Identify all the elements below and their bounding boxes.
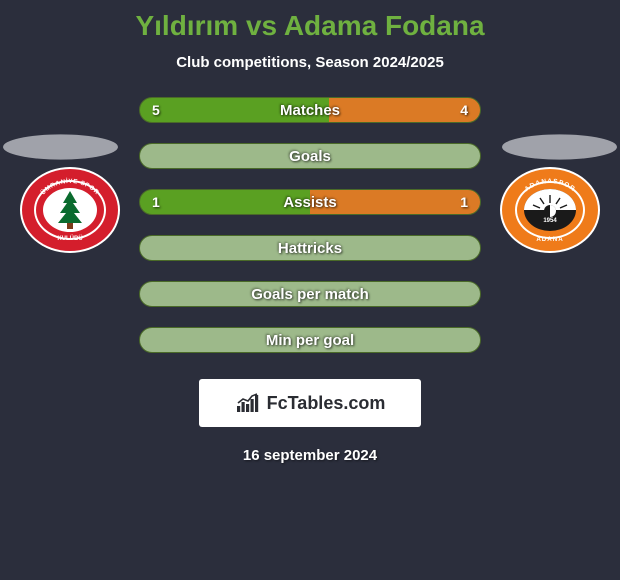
stat-label: Goals: [289, 148, 331, 165]
plate-right: [502, 134, 617, 159]
svg-text:1954: 1954: [543, 218, 557, 224]
adanaspor-badge-icon: 1954 ADANASPOR ADANA: [500, 167, 600, 253]
stat-bar: Goals: [139, 143, 481, 169]
stat-value-left: 1: [152, 194, 160, 210]
comparison-panel: ÜMRANİYE SPOR KULÜBÜ 19 38 19 5: [0, 97, 620, 464]
stat-bar: Matches 5 4: [139, 97, 481, 123]
stat-bar: Hattricks: [139, 235, 481, 261]
fctables-logo-icon: [235, 392, 263, 414]
stat-label: Matches: [280, 102, 340, 119]
team-badge-left: ÜMRANİYE SPOR KULÜBÜ 19 38: [20, 167, 120, 253]
stat-value-right: 4: [460, 102, 468, 118]
watermark-text: FcTables.com: [267, 393, 386, 414]
page-title: Yıldırım vs Adama Fodana: [0, 0, 620, 54]
stat-label: Hattricks: [278, 240, 342, 257]
plate-left: [3, 134, 118, 159]
stat-value-right: 1: [460, 194, 468, 210]
stat-bars: Matches 5 4 Goals Assists 1 1 Hattricks Goals pe…: [139, 97, 481, 353]
svg-text:KULÜBÜ: KULÜBÜ: [57, 235, 82, 242]
svg-text:38: 38: [88, 213, 94, 219]
stat-label: Goals per match: [251, 286, 369, 303]
team-badge-right: 1954 ADANASPOR ADANA: [500, 167, 600, 253]
svg-text:ADANA: ADANA: [536, 236, 563, 243]
umraniye-badge-icon: ÜMRANİYE SPOR KULÜBÜ 19 38: [20, 167, 120, 253]
svg-text:19: 19: [46, 213, 52, 219]
watermark-badge: FcTables.com: [199, 379, 421, 427]
stat-bar: Min per goal: [139, 327, 481, 353]
date-label: 16 september 2024: [0, 447, 620, 464]
stat-bar: Goals per match: [139, 281, 481, 307]
stat-bar: Assists 1 1: [139, 189, 481, 215]
subtitle: Club competitions, Season 2024/2025: [0, 54, 620, 97]
stat-value-left: 5: [152, 102, 160, 118]
stat-label: Assists: [283, 194, 336, 211]
stat-label: Min per goal: [266, 332, 354, 349]
